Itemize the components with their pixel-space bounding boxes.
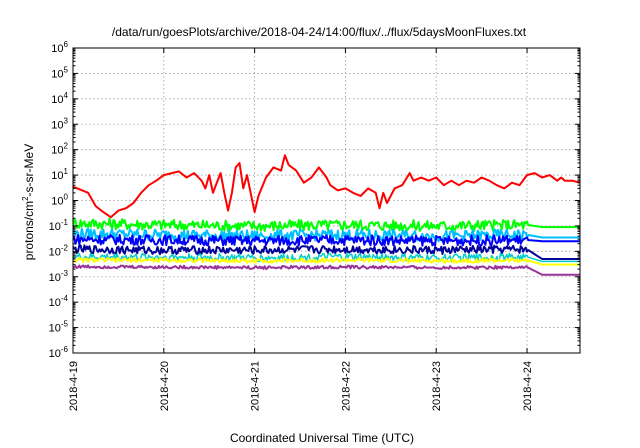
y-tick-label: 10-6 bbox=[49, 345, 69, 360]
x-tick-label: 2018-4-21 bbox=[250, 361, 262, 411]
x-axis: 2018-4-19 2018-4-20 2018-4-21 2018-4-22 2018… bbox=[68, 48, 534, 411]
series-layer bbox=[73, 154, 580, 276]
y-tick-label: 10-3 bbox=[49, 269, 69, 284]
y-tick-label: 10-4 bbox=[49, 294, 69, 309]
grid bbox=[73, 48, 580, 353]
y-tick-label: 101 bbox=[51, 167, 68, 182]
series-line-5 bbox=[73, 244, 580, 260]
y-tick-label: 106 bbox=[51, 40, 68, 55]
x-tick-label: 2018-4-22 bbox=[340, 361, 352, 411]
y-axis-label-base: protons/cm bbox=[22, 201, 36, 260]
x-tick-label: 2018-4-23 bbox=[431, 361, 443, 411]
y-axis: 10-6 10-5 10-4 10-3 10-2 10-1 100 101 102 103 104 1… bbox=[49, 40, 580, 360]
y-tick-label: 10-1 bbox=[49, 218, 69, 233]
y-axis-label-exponent: 2 bbox=[21, 196, 30, 201]
x-tick-label: 2018-4-24 bbox=[522, 361, 534, 411]
y-tick-label: 104 bbox=[51, 91, 68, 106]
y-axis-label-rest: -s-sr-MeV bbox=[22, 144, 36, 197]
series-line-2 bbox=[73, 217, 580, 233]
x-tick-label: 2018-4-19 bbox=[68, 361, 80, 411]
y-tick-label: 102 bbox=[51, 142, 68, 157]
x-tick-label: 2018-4-20 bbox=[159, 361, 171, 411]
chart-title: /data/run/goesPlots/archive/2018-04-24/1… bbox=[112, 25, 527, 39]
y-tick-label: 10-5 bbox=[49, 320, 69, 335]
y-tick-label: 105 bbox=[51, 65, 68, 80]
y-axis-label: protons/cm2-s-sr-MeV bbox=[21, 144, 36, 260]
series-line-7 bbox=[73, 257, 580, 266]
series-line-4 bbox=[73, 233, 580, 247]
series-line-1 bbox=[73, 154, 580, 219]
y-tick-label: 100 bbox=[51, 193, 68, 208]
y-tick-label: 10-2 bbox=[49, 243, 69, 258]
x-axis-label: Coordinated Universal Time (UTC) bbox=[230, 431, 414, 445]
y-tick-label: 103 bbox=[51, 116, 68, 131]
series-line-8 bbox=[73, 264, 580, 276]
